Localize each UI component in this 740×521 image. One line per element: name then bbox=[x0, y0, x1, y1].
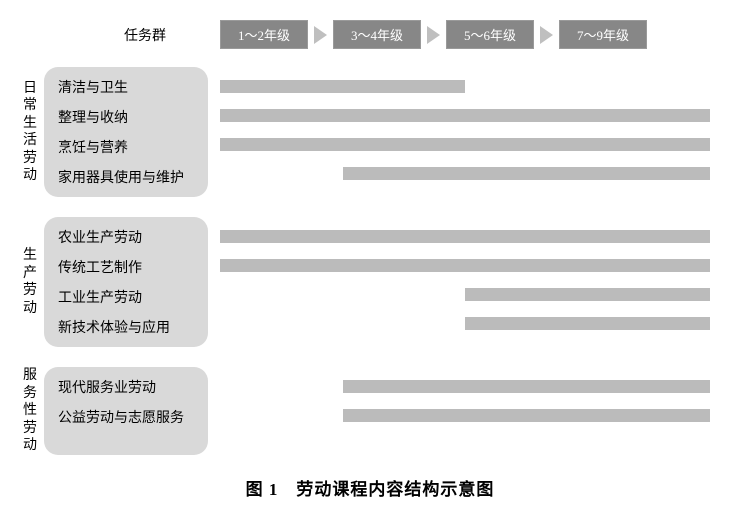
task-label: 新技术体验与应用 bbox=[58, 317, 194, 337]
diagram-container: 任务群 1～2年级 3～4年级 5～6年级 7～9年级 日常生活劳动清洁与卫生整理与收… bbox=[20, 20, 720, 500]
task-label: 传统工艺制作 bbox=[58, 257, 194, 277]
tasks-box: 清洁与卫生整理与收纳烹饪与营养家用器具使用与维护 bbox=[44, 67, 208, 197]
task-label: 农业生产劳动 bbox=[58, 227, 194, 247]
task-label: 烹饪与营养 bbox=[58, 137, 194, 157]
bar-row bbox=[220, 406, 720, 425]
grade-box: 1～2年级 bbox=[220, 20, 308, 49]
task-label: 清洁与卫生 bbox=[58, 77, 194, 97]
bar-row bbox=[220, 377, 720, 396]
bar-row bbox=[220, 314, 720, 333]
arrow-icon bbox=[540, 26, 553, 44]
coverage-bar bbox=[343, 380, 711, 393]
bars-column bbox=[208, 217, 720, 347]
bars-column bbox=[208, 367, 720, 455]
category-block: 服务性劳动现代服务业劳动公益劳动与志愿服务 bbox=[20, 367, 720, 455]
tasks-box: 农业生产劳动传统工艺制作工业生产劳动新技术体验与应用 bbox=[44, 217, 208, 347]
category-vertical-label: 生产劳动 bbox=[20, 217, 44, 347]
arrow-icon bbox=[314, 26, 327, 44]
category-vertical-label: 日常生活劳动 bbox=[20, 67, 44, 197]
bar-row bbox=[220, 285, 720, 304]
category-vertical-label: 服务性劳动 bbox=[20, 367, 44, 455]
task-label: 整理与收纳 bbox=[58, 107, 194, 127]
task-label: 工业生产劳动 bbox=[58, 287, 194, 307]
coverage-bar bbox=[220, 80, 465, 93]
grade-box: 3～4年级 bbox=[333, 20, 421, 49]
tasks-box: 现代服务业劳动公益劳动与志愿服务 bbox=[44, 367, 208, 455]
task-label: 公益劳动与志愿服务 bbox=[58, 407, 194, 427]
coverage-bar bbox=[465, 317, 710, 330]
grade-box: 5～6年级 bbox=[446, 20, 534, 49]
coverage-bar bbox=[220, 230, 710, 243]
coverage-bar bbox=[220, 259, 710, 272]
coverage-bar bbox=[343, 409, 711, 422]
category-block: 生产劳动农业生产劳动传统工艺制作工业生产劳动新技术体验与应用 bbox=[20, 217, 720, 347]
categories-area: 日常生活劳动清洁与卫生整理与收纳烹饪与营养家用器具使用与维护生产劳动农业生产劳动… bbox=[20, 67, 720, 455]
bars-column bbox=[208, 67, 720, 197]
task-label: 家用器具使用与维护 bbox=[58, 167, 194, 187]
coverage-bar bbox=[343, 167, 711, 180]
grade-box: 7～9年级 bbox=[559, 20, 647, 49]
bar-row bbox=[220, 227, 720, 246]
arrow-icon bbox=[427, 26, 440, 44]
coverage-bar bbox=[220, 138, 710, 151]
bar-row bbox=[220, 77, 720, 96]
grade-header-group: 1～2年级 3～4年级 5～6年级 7～9年级 bbox=[220, 20, 647, 49]
coverage-bar bbox=[220, 109, 710, 122]
category-block: 日常生活劳动清洁与卫生整理与收纳烹饪与营养家用器具使用与维护 bbox=[20, 67, 720, 197]
bar-row bbox=[220, 164, 720, 183]
bar-row bbox=[220, 135, 720, 154]
task-label: 现代服务业劳动 bbox=[58, 377, 194, 397]
header-row: 任务群 1～2年级 3～4年级 5～6年级 7～9年级 bbox=[20, 20, 720, 49]
coverage-bar bbox=[465, 288, 710, 301]
bar-row bbox=[220, 106, 720, 125]
bar-row bbox=[220, 256, 720, 275]
figure-caption: 图 1 劳动课程内容结构示意图 bbox=[20, 475, 720, 500]
header-label: 任务群 bbox=[80, 25, 210, 45]
